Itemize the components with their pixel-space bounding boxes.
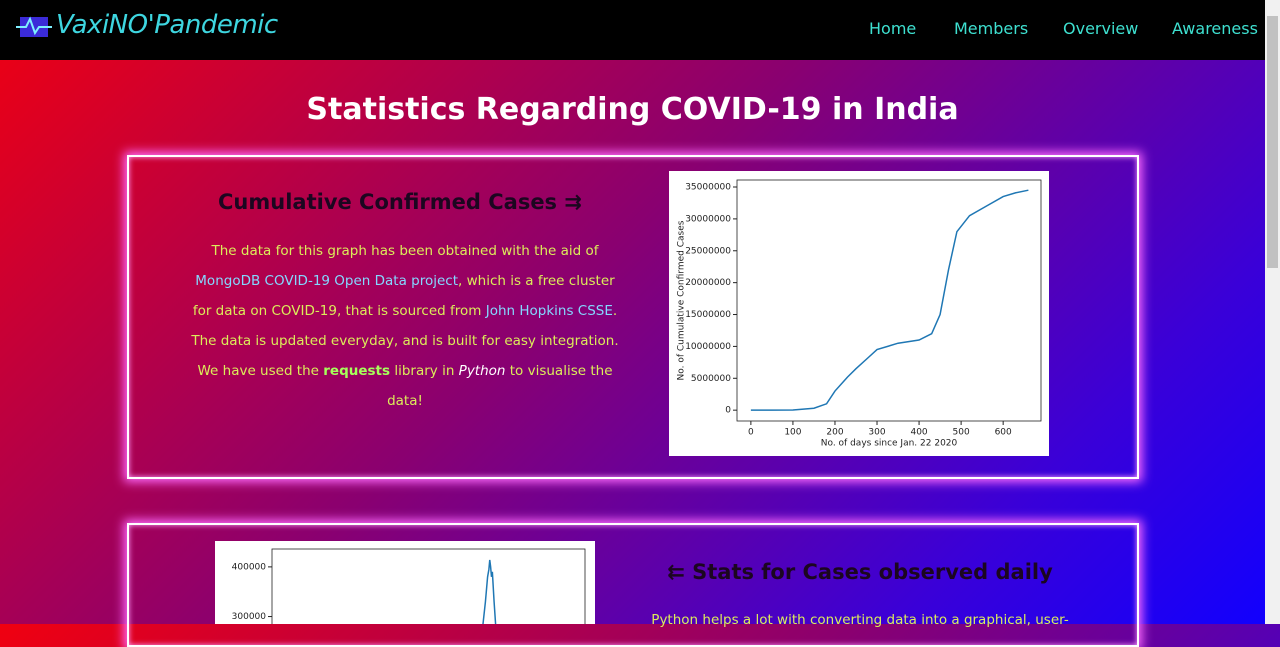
x-tick-label: 100 xyxy=(784,428,801,438)
x-tick-label: 200 xyxy=(826,428,843,438)
emphasis: Python xyxy=(458,363,506,379)
emphasis: requests xyxy=(323,363,391,379)
plot-frame xyxy=(736,179,1042,422)
y-tick-label: 15000000 xyxy=(685,310,731,320)
plot-frame xyxy=(271,548,586,624)
text: , which is a free cluster for data on CO… xyxy=(192,273,615,319)
chart: 0 5000000 10000000 15000000 20000000 25000000… xyxy=(669,171,1049,456)
y-tick-label: 5000000 xyxy=(691,374,731,384)
x-tick-label: 600 xyxy=(995,428,1012,438)
page-title: Statistics Regarding COVID-19 in India xyxy=(306,92,959,127)
chart: 300000 400000 xyxy=(215,541,595,624)
text: . The data is updated everyday, and is b… xyxy=(191,303,619,379)
scroll-thumb[interactable] xyxy=(1267,16,1278,268)
brand[interactable]: VaxiNO'Pandemic xyxy=(56,10,278,40)
y-tick-label: 400000 xyxy=(232,562,267,572)
y-tick-label: 20000000 xyxy=(685,278,731,288)
y-tick-label: 300000 xyxy=(232,612,267,622)
text: to visualise the data! xyxy=(387,363,613,409)
section-heading: ⇇ Stats for Cases observed daily xyxy=(667,560,1053,584)
y-tick-label: 25000000 xyxy=(685,246,731,256)
x-tick-label: 300 xyxy=(868,428,885,438)
nav-link[interactable]: Members xyxy=(954,19,1029,38)
text: Python helps a lot with converting data … xyxy=(651,612,1069,628)
link[interactable]: John Hopkins CSSE xyxy=(485,303,613,319)
text: library in xyxy=(390,363,459,379)
y-tick-label: 10000000 xyxy=(685,342,731,352)
y-axis-label: No. of Cumulative Confirmed Cases xyxy=(677,220,687,380)
paragraph: Python helps a lot with converting data … xyxy=(640,605,1080,635)
section-heading: Cumulative Confirmed Cases ⇉ xyxy=(218,190,582,214)
nav-link[interactable]: Home xyxy=(869,19,917,38)
x-axis-label: No. of days since Jan. 22 2020 xyxy=(821,439,958,449)
navbar: VaxiNO'Pandemic Home Members Overview Aw… xyxy=(0,0,1265,60)
y-tick-label: 30000000 xyxy=(685,214,731,224)
text: The data for this graph has been obtaine… xyxy=(211,243,599,259)
logo xyxy=(16,16,52,37)
y-tick-label: 0 xyxy=(725,406,731,416)
data-line xyxy=(750,189,1029,411)
x-tick-label: 0 xyxy=(748,428,754,438)
data-line xyxy=(482,559,497,624)
nav-link[interactable]: Overview xyxy=(1063,19,1139,38)
y-tick-label: 35000000 xyxy=(685,183,731,193)
scrollbar[interactable] xyxy=(1265,0,1280,624)
paragraph: The data for this graph has been obtaine… xyxy=(185,236,625,416)
x-tick-label: 400 xyxy=(910,428,927,438)
card xyxy=(127,155,1139,479)
x-tick-label: 500 xyxy=(953,428,970,438)
link[interactable]: MongoDB COVID-19 Open Data project xyxy=(195,273,459,289)
nav-link[interactable]: Awareness xyxy=(1172,19,1258,38)
